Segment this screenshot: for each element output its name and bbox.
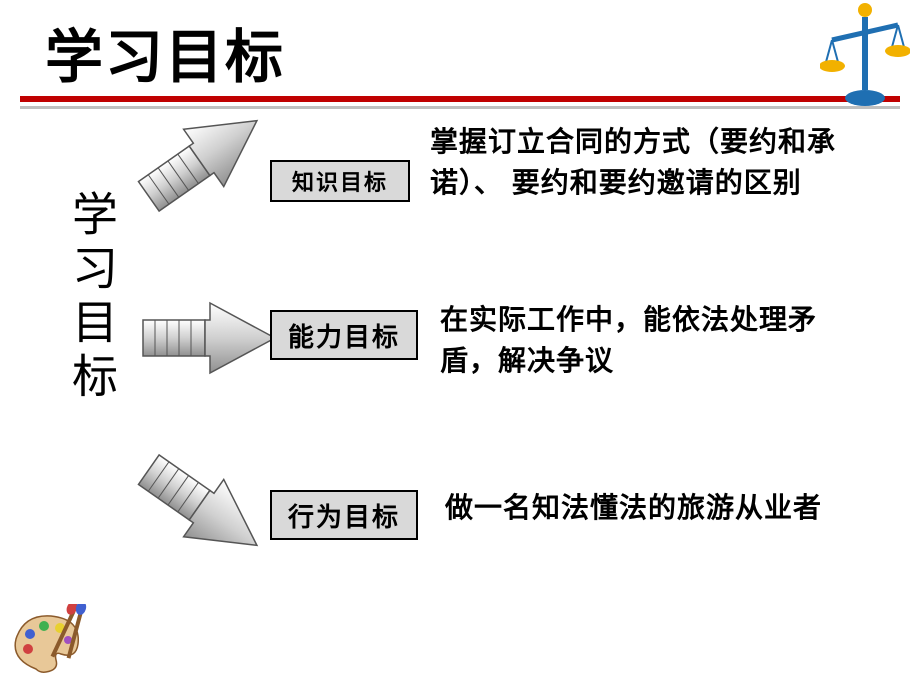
goal-desc-behavior: 做一名知法懂法的旅游从业者	[445, 488, 845, 529]
goal-box-behavior: 行为目标	[270, 490, 418, 540]
scale-icon	[820, 0, 910, 110]
vertical-label: 学习目标	[58, 190, 124, 406]
goal-desc-knowledge: 掌握订立合同的方式（要约和承诺）、 要约和要约邀请的区别	[430, 122, 850, 203]
slide-title: 学习目标	[45, 10, 285, 94]
goal-box-knowledge: 知识目标	[270, 160, 410, 202]
palette-icon	[6, 604, 96, 684]
goal-box-ability: 能力目标	[270, 310, 418, 360]
arrow-icon	[114, 424, 294, 592]
accent-line	[20, 96, 900, 102]
goal-desc-ability: 在实际工作中，能依法处理矛盾，解决争议	[440, 300, 840, 381]
secondary-line	[20, 106, 900, 109]
arrow-icon	[135, 288, 285, 388]
